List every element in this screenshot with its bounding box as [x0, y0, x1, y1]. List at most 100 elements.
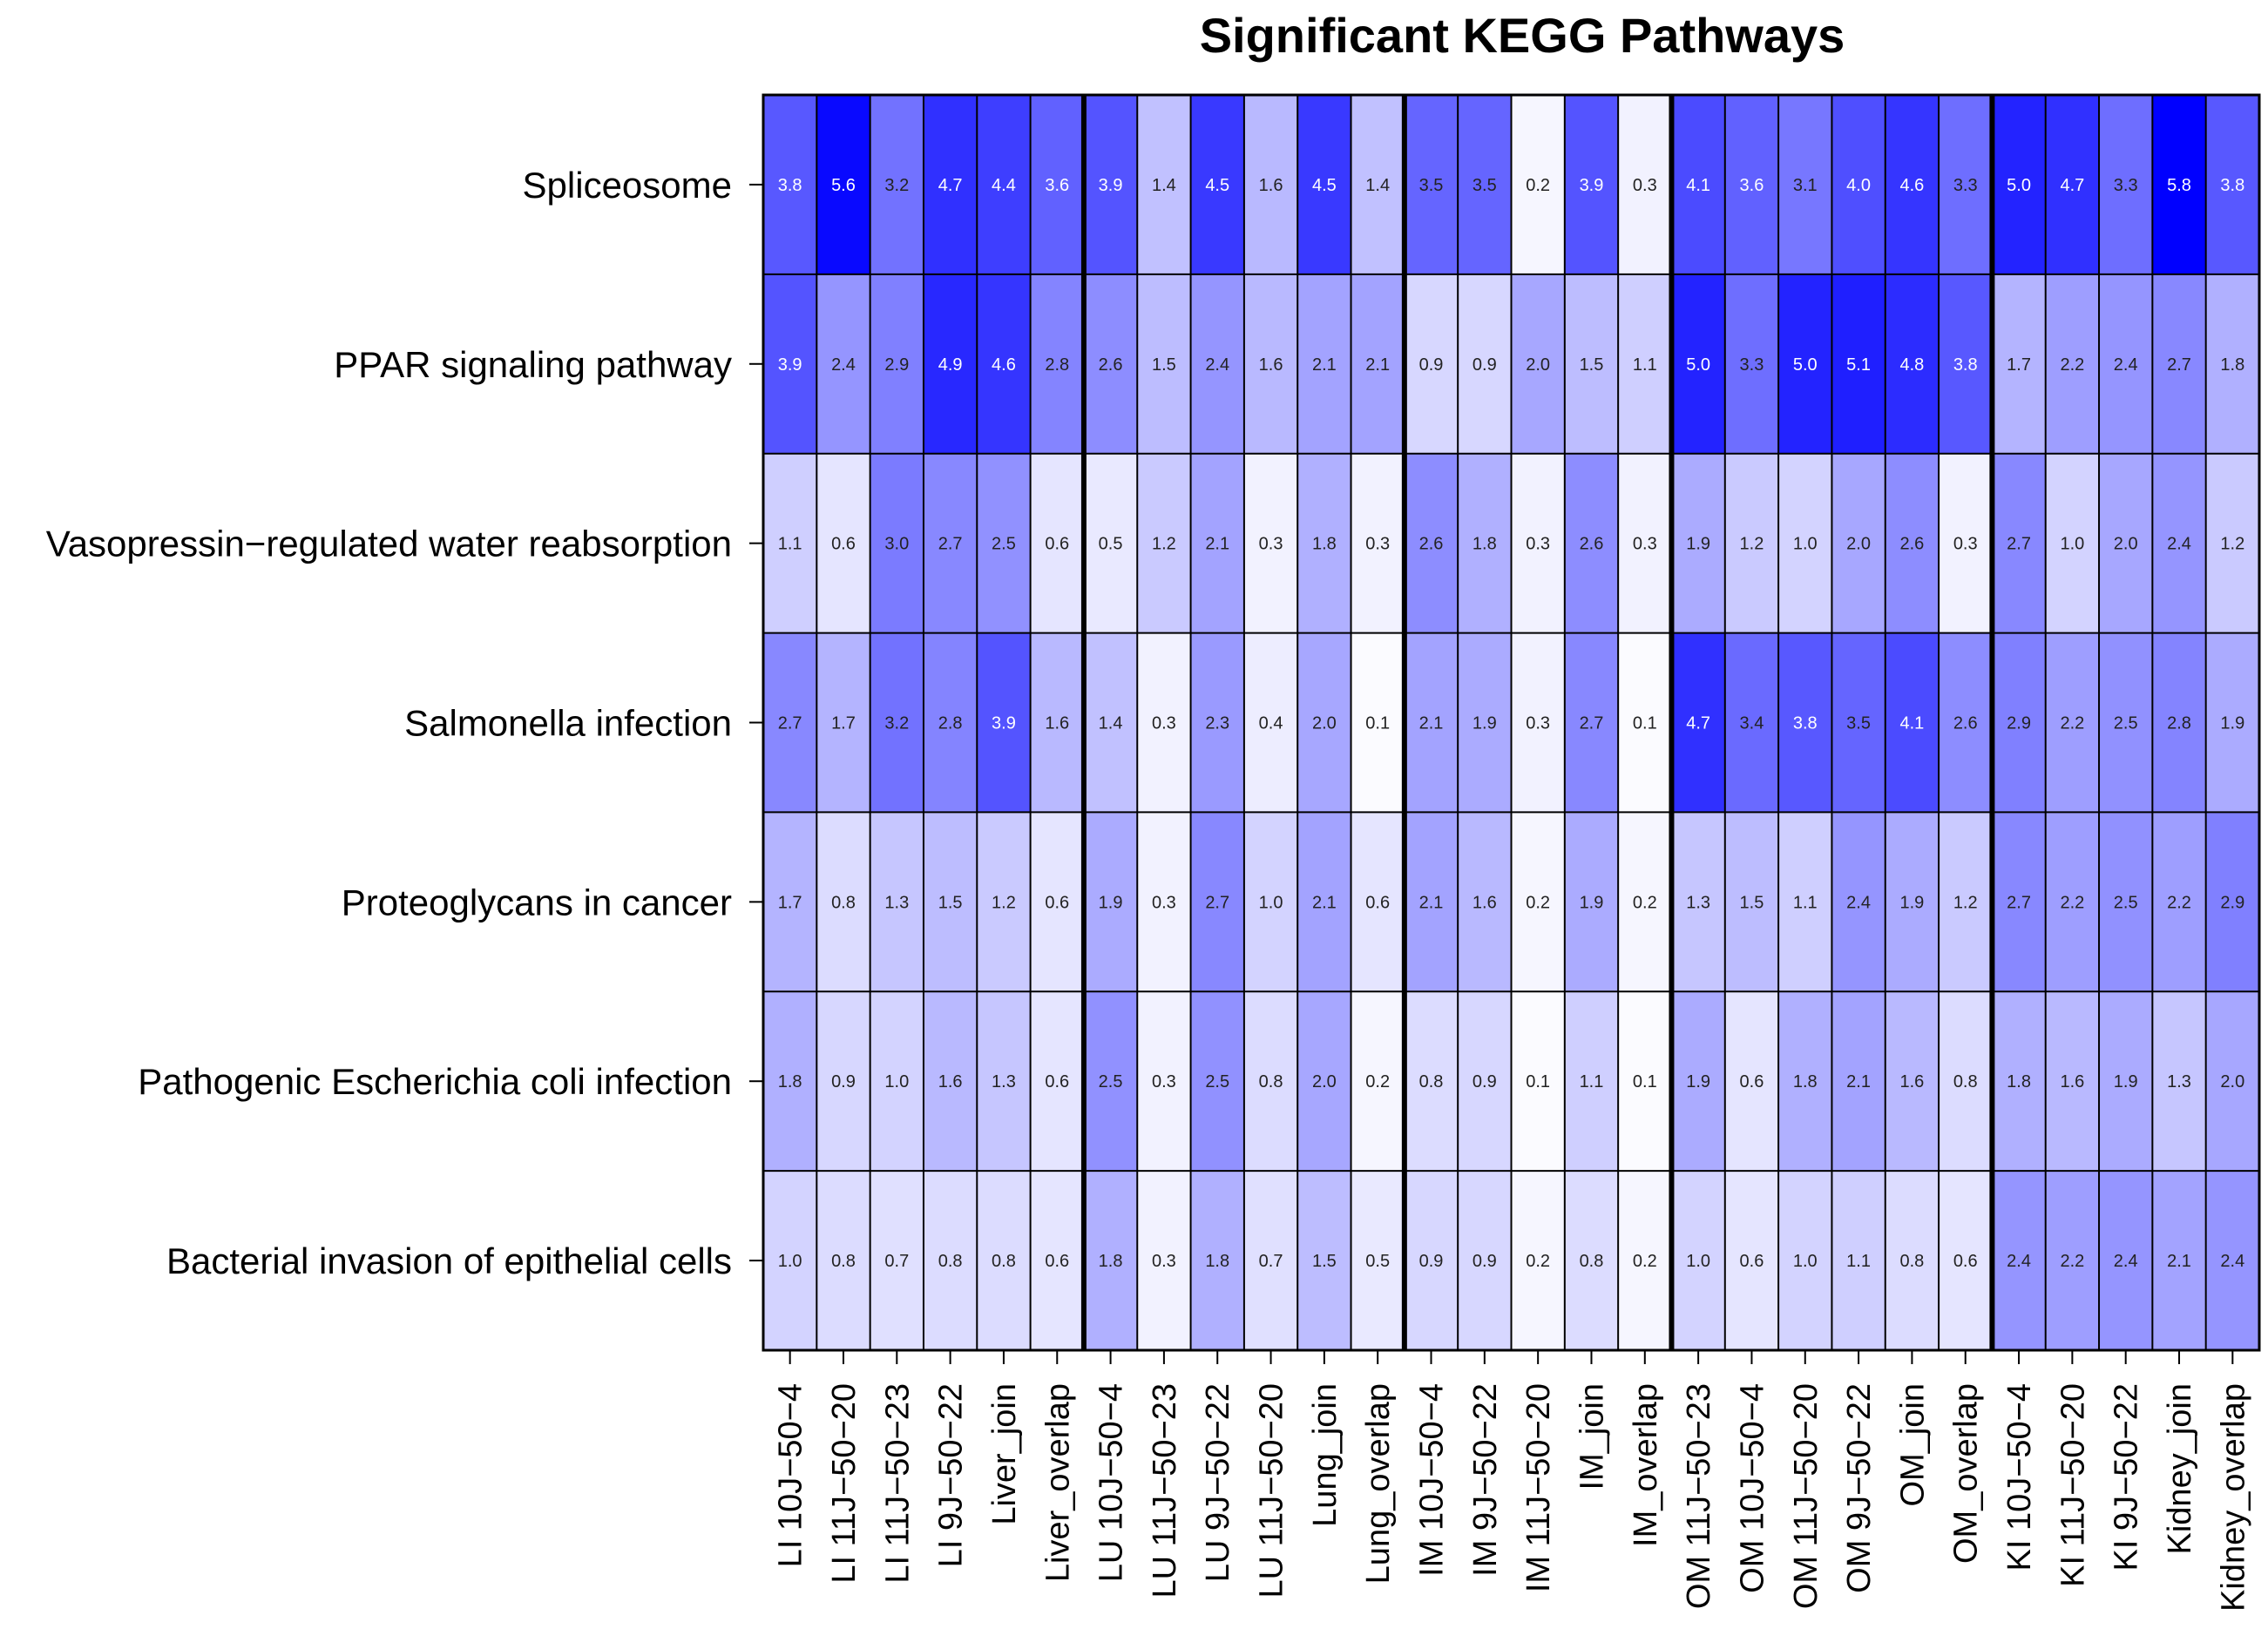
heatmap-cell	[1564, 1171, 1619, 1351]
heatmap-cell	[1190, 812, 1245, 992]
heatmap-cell	[1939, 453, 1993, 634]
heatmap-cell	[1778, 1171, 1832, 1351]
heatmap-cell	[1030, 991, 1085, 1172]
cell-value-label: 1.1	[1793, 893, 1818, 912]
cell-value-label: 2.5	[2114, 714, 2138, 733]
heatmap-cell	[1243, 453, 1298, 634]
heatmap-cell	[1724, 991, 1779, 1172]
heatmap-cell	[1778, 812, 1832, 992]
heatmap-cell	[2152, 95, 2207, 275]
cell-value-label: 2.7	[938, 535, 963, 554]
heatmap-cell	[816, 632, 871, 813]
cell-value-label: 0.6	[1045, 1072, 1069, 1091]
cell-value-label: 1.8	[1473, 535, 1497, 554]
heatmap-cell	[1351, 1171, 1405, 1351]
cell-value-label: 2.8	[1045, 355, 1069, 375]
heatmap-cell	[1458, 1171, 1512, 1351]
cell-value-label: 5.1	[1846, 355, 1871, 375]
heatmap-cell	[1671, 95, 1726, 275]
heatmap-cell	[977, 632, 1032, 813]
heatmap-cell	[1778, 274, 1832, 455]
heatmap-cell	[1671, 453, 1726, 634]
column-label: IM 10J−50−4	[1414, 1383, 1451, 1577]
heatmap-cell	[1992, 453, 2047, 634]
heatmap-cell	[1030, 632, 1085, 813]
cell-value-label: 0.6	[1365, 893, 1390, 912]
cell-value-label: 3.0	[884, 535, 909, 554]
heatmap-cell	[1458, 95, 1512, 275]
cell-value-label: 2.9	[884, 355, 909, 375]
heatmap-cell	[1511, 632, 1566, 813]
cell-value-label: 0.3	[1259, 535, 1283, 554]
heatmap-cell	[870, 1171, 924, 1351]
cell-value-label: 1.8	[1793, 1072, 1818, 1091]
cell-value-label: 0.1	[1633, 1072, 1657, 1091]
column-label: Lung_overlap	[1360, 1383, 1397, 1584]
heatmap-cell	[1351, 991, 1405, 1172]
heatmap-cell	[2045, 632, 2100, 813]
heatmap-cell	[1083, 95, 1138, 275]
column-label: Kidney_join	[2162, 1383, 2198, 1554]
cell-value-label: 2.7	[2007, 893, 2031, 912]
heatmap-cell	[1404, 632, 1459, 813]
cell-value-label: 3.8	[2220, 176, 2244, 195]
heatmap-cell	[923, 1171, 978, 1351]
cell-value-label: 1.7	[2007, 355, 2031, 375]
cell-value-label: 1.8	[1205, 1252, 1229, 1271]
heatmap-cell	[1137, 1171, 1192, 1351]
cell-value-label: 3.2	[884, 714, 909, 733]
heatmap-cell	[1404, 812, 1459, 992]
cell-value-label: 0.9	[1473, 1252, 1497, 1271]
cell-value-label: 0.8	[938, 1252, 963, 1271]
cell-value-label: 1.2	[1953, 893, 1978, 912]
heatmap-cell	[2045, 1171, 2100, 1351]
heatmap-cell	[1404, 991, 1459, 1172]
cell-value-label: 1.8	[1312, 535, 1337, 554]
cell-value-label: 1.6	[938, 1072, 963, 1091]
cell-value-label: 0.8	[1580, 1252, 1604, 1271]
heatmap-cell	[2045, 274, 2100, 455]
cell-value-label: 2.1	[1205, 535, 1229, 554]
cell-value-label: 4.8	[1900, 355, 1925, 375]
heatmap-cell	[1190, 1171, 1245, 1351]
heatmap-cell	[870, 453, 924, 634]
cell-value-label: 1.4	[1099, 714, 1123, 733]
heatmap-cell	[1671, 991, 1726, 1172]
heatmap-cell	[1190, 991, 1245, 1172]
column-label: OM 9J−50−22	[1841, 1383, 1878, 1593]
heatmap-cell	[870, 812, 924, 992]
cell-value-label: 0.2	[1526, 176, 1550, 195]
column-label: OM 11J−50−23	[1681, 1383, 1717, 1609]
heatmap-cell	[1564, 274, 1619, 455]
heatmap-cell	[1992, 632, 2047, 813]
heatmap-cell	[2152, 453, 2207, 634]
cell-value-label: 2.1	[1312, 355, 1337, 375]
cell-value-label: 1.8	[2007, 1072, 2031, 1091]
cell-value-label: 1.0	[1686, 1252, 1710, 1271]
cell-value-label: 1.5	[1740, 893, 1764, 912]
heatmap-cell	[763, 453, 817, 634]
cell-value-label: 3.6	[1740, 176, 1764, 195]
cell-value-label: 0.6	[1740, 1252, 1764, 1271]
cell-value-label: 1.0	[1793, 535, 1818, 554]
heatmap-cell	[923, 453, 978, 634]
heatmap-cell	[870, 632, 924, 813]
cell-value-label: 0.8	[1953, 1072, 1978, 1091]
heatmap-cell	[2205, 453, 2260, 634]
heatmap-cell	[1030, 812, 1085, 992]
cell-value-label: 2.8	[938, 714, 963, 733]
cell-value-label: 1.2	[1152, 535, 1176, 554]
cell-value-label: 0.3	[1633, 176, 1657, 195]
cell-value-label: 2.4	[2007, 1252, 2031, 1271]
column-label: LI 11J−50−23	[879, 1383, 916, 1584]
cell-value-label: 0.7	[1259, 1252, 1283, 1271]
cell-value-label: 3.3	[2114, 176, 2138, 195]
cell-value-label: 2.6	[1900, 535, 1925, 554]
cell-value-label: 1.6	[1900, 1072, 1925, 1091]
cell-value-label: 4.0	[1846, 176, 1871, 195]
heatmap-cell	[1992, 274, 2047, 455]
cell-value-label: 1.9	[1686, 1072, 1710, 1091]
heatmap-cell	[977, 95, 1032, 275]
heatmap-cell	[763, 632, 817, 813]
cell-value-label: 2.9	[2220, 893, 2244, 912]
